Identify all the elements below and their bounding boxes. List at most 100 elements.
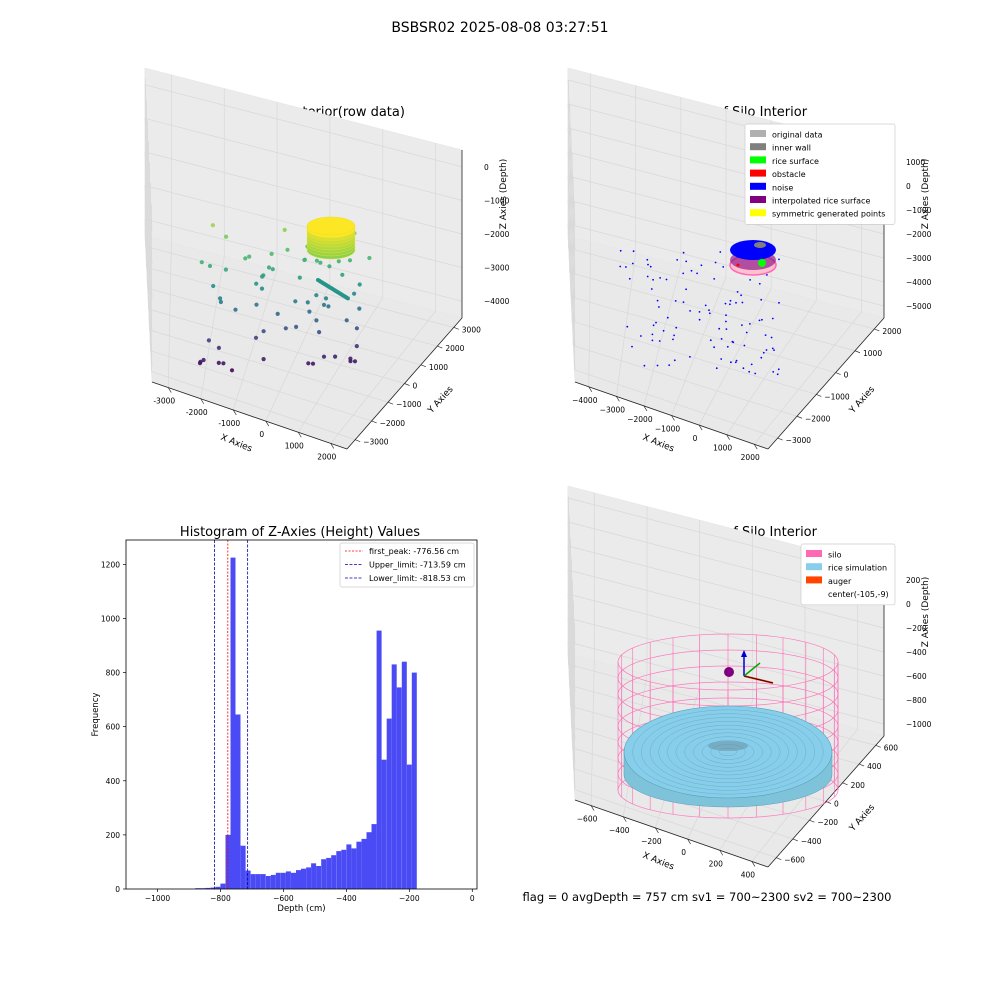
plot2-noise-point xyxy=(766,274,768,276)
plot3-xtick-label: −400 xyxy=(336,894,357,903)
plot1-tick-x xyxy=(330,443,335,449)
plot3-bar xyxy=(225,834,231,889)
plot2-noise-point xyxy=(646,258,649,261)
plot2-noise-point xyxy=(761,318,763,321)
plot1-tick-x xyxy=(265,420,270,427)
plot3-ytick-label: 0 xyxy=(115,885,120,894)
plot2-tick-y xyxy=(816,394,822,397)
plot2-noise-point xyxy=(696,272,698,275)
plot2-noise-point xyxy=(725,328,728,330)
plot2-legend-swatch xyxy=(750,169,766,177)
raw-data-3d-plot: 3D Plot of Silo Interior(row data)-3000-… xyxy=(144,67,510,461)
plot1-point xyxy=(317,330,322,335)
plot2-noise-point xyxy=(730,361,732,364)
plot2-noise-point xyxy=(643,364,646,367)
plot4-legend-swatch xyxy=(806,550,822,557)
plot2-grid-z xyxy=(567,175,885,323)
plot2-ztick-label: −5000 xyxy=(906,302,932,311)
plot1-point xyxy=(201,357,206,363)
plot1-ztick-label: −4000 xyxy=(484,297,510,306)
plot1-point xyxy=(333,354,338,359)
plot2-legend-label: noise xyxy=(772,183,793,192)
plot1-axis-x xyxy=(151,381,348,450)
plot2-xtick-label: −1000 xyxy=(655,425,681,434)
plot2-noise-point xyxy=(754,372,757,375)
plot2-noise-point xyxy=(646,275,649,278)
plot3-bar xyxy=(306,867,312,889)
plot1-ytick-label: 3000 xyxy=(462,325,481,334)
plot1-ztick-label: 0 xyxy=(484,163,489,172)
plot2-legend-label: inner wall xyxy=(772,144,811,153)
plot4-tick-x xyxy=(655,827,659,834)
plot2-noise-point xyxy=(673,334,675,337)
plot2-grid-x xyxy=(643,265,682,407)
plot2-grid-y xyxy=(573,345,798,417)
plot1-point xyxy=(243,256,248,261)
plot3-bar xyxy=(341,849,347,889)
plot1-point xyxy=(347,258,353,263)
plot3-bar xyxy=(336,851,342,889)
plot1-xtick-label: -2000 xyxy=(186,408,208,417)
plot4-tick-y xyxy=(875,745,881,748)
plot1-xtick-label: -3000 xyxy=(153,397,175,406)
plot2-noise-point xyxy=(748,370,751,373)
plot2-ztick-label: −3000 xyxy=(906,254,932,263)
plot1-point xyxy=(307,309,312,314)
plot1-point xyxy=(314,293,319,298)
plot2-noise-point xyxy=(628,277,631,280)
plot2-noise-point xyxy=(658,340,661,342)
plot3-frame xyxy=(125,539,478,890)
plot2-legend-swatch xyxy=(750,182,766,190)
plot3-bar xyxy=(220,883,226,889)
plot1-xtick-label: 0 xyxy=(259,430,264,439)
plot2-noise-point xyxy=(731,340,734,343)
plot1-xtick-label: -1000 xyxy=(218,419,240,428)
plot2-tick-y xyxy=(854,350,861,354)
plot1-ztick-label: −3000 xyxy=(484,264,510,273)
plot4-axis-z-head xyxy=(741,650,747,657)
plot2-grid-z xyxy=(567,199,885,347)
plot2-noise-point xyxy=(764,334,767,336)
plot2-tick-x xyxy=(671,415,675,421)
plot2-grid-y xyxy=(569,272,856,352)
plot2-noise-point xyxy=(778,258,780,261)
plot4-ytick-label: 200 xyxy=(851,781,866,790)
plot2-noise-point xyxy=(714,261,717,264)
plot4-grid-y xyxy=(568,664,876,746)
plot2-tick-x xyxy=(588,386,593,392)
plot1-point xyxy=(323,296,329,301)
plot2-noise-point xyxy=(777,368,780,371)
plot2-noise-point xyxy=(674,300,677,302)
plot1-point xyxy=(207,263,213,269)
plot3-bar xyxy=(215,886,221,889)
plot3-bar xyxy=(291,872,296,889)
plot2-noise-point xyxy=(734,361,737,364)
plot1-grid-z xyxy=(144,218,463,366)
plot2-noise-point xyxy=(735,301,737,304)
plot3-legend-label: Upper_limit: -713.59 cm xyxy=(369,561,466,570)
plot2-noise-point xyxy=(682,251,685,254)
plot4-rice-mesh xyxy=(684,732,772,772)
plot1-point xyxy=(367,255,372,261)
plot1-grid-y xyxy=(148,308,405,384)
plot2-tick-y xyxy=(777,437,783,441)
plot4-rice-mesh xyxy=(667,724,789,780)
plot2-tick-y xyxy=(796,415,803,419)
plot4-tick-x xyxy=(590,805,595,811)
plot1-grid-y xyxy=(147,287,422,366)
plot1-point xyxy=(224,234,229,239)
plot1-ytick-label: −1000 xyxy=(396,400,422,409)
plot3-ytick-label: 1000 xyxy=(101,614,120,623)
plot3-bar xyxy=(351,848,357,889)
plot2-xlabel: X Axies xyxy=(641,433,676,455)
plot4-ztick-label: 0 xyxy=(906,600,911,609)
plot1-point xyxy=(221,361,226,366)
plot2-legend-label: original data xyxy=(772,131,823,140)
plot1-grid-y xyxy=(146,266,438,347)
plot2-rice-surface xyxy=(758,259,766,267)
plot4-ztick-label: −800 xyxy=(906,696,927,705)
z-histogram: Histogram of Z-Axies (Height) Values −100… xyxy=(91,525,478,914)
plot2-xtick-label: 1000 xyxy=(713,444,732,453)
simulation-3d-plot: 3D simulation of Silo Interior−600−400−2… xyxy=(567,485,932,879)
plot2-noise-point xyxy=(652,278,654,281)
